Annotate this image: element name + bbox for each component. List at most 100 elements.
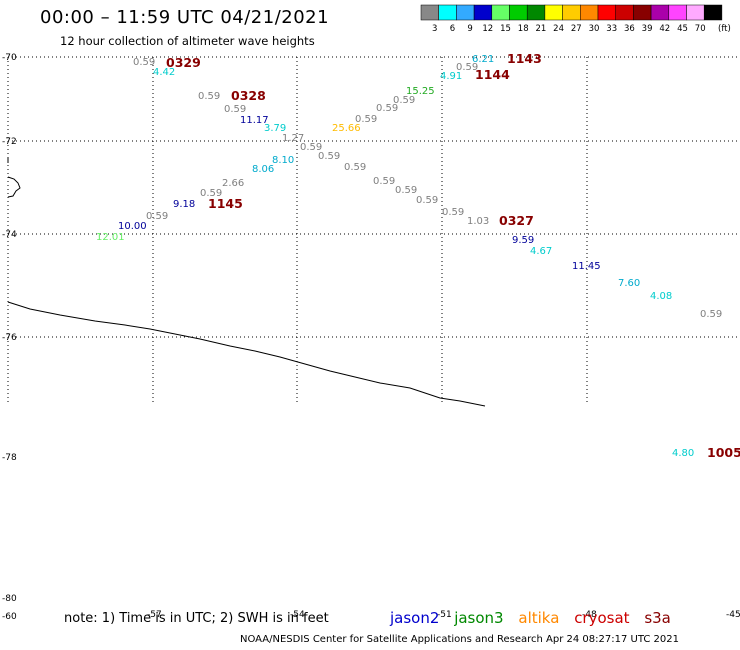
scale-swatch: [615, 4, 634, 21]
wave-height-label: 1.03: [467, 216, 489, 227]
pass-time-label: 0329: [166, 55, 201, 70]
wave-height-label: 0.59: [200, 188, 222, 199]
lat-label: -72: [2, 137, 17, 147]
scale-label: 15: [500, 24, 511, 34]
coastline-left: [7, 176, 21, 198]
scale-label: 27: [571, 24, 582, 34]
page-title: 00:00 – 11:59 UTC 04/21/2021: [40, 7, 330, 28]
wave-height-label: 0.59: [146, 211, 168, 222]
wave-height-label: 0.59: [300, 142, 322, 153]
scale-swatch: [650, 4, 670, 21]
lon-label: -48: [582, 610, 597, 620]
scale-swatch: [562, 4, 581, 21]
scale-swatch: [526, 4, 546, 21]
lat-label: -60: [2, 612, 17, 622]
lat-label: -80: [2, 594, 17, 604]
wave-height-label: 0.59: [395, 185, 417, 196]
wave-height-label: 0.59: [700, 309, 722, 320]
scale-label: 42: [659, 24, 670, 34]
lon-label: -57: [147, 610, 162, 620]
scale-swatch: [544, 4, 563, 21]
page-subtitle: 12 hour collection of altimeter wave hei…: [60, 34, 315, 48]
wave-height-label: 0.59: [344, 162, 366, 173]
scale-swatch: [473, 4, 493, 21]
wave-height-label: 25.66: [332, 123, 361, 134]
wave-height-label: 1.27: [282, 133, 304, 144]
wave-height-label: 0.59: [318, 151, 340, 162]
wave-height-label: 0.59: [373, 176, 395, 187]
scale-swatch: [420, 4, 439, 21]
wave-height-label: 0.59: [393, 95, 415, 106]
scale-swatch: [597, 4, 616, 21]
scale-swatch: [456, 4, 475, 21]
scale-label: 6: [450, 24, 455, 34]
wave-height-label: 9.59: [512, 235, 534, 246]
pass-time-label: 0327: [499, 213, 534, 228]
lon-label: -54: [290, 610, 305, 620]
satellite-jason2: jason2: [390, 609, 440, 627]
scale-swatch: [509, 4, 528, 21]
scale-swatch: [703, 4, 723, 21]
wave-height-label: 0.59: [456, 62, 478, 73]
wave-height-label: 4.42: [153, 67, 175, 78]
scale-label: 24: [553, 24, 564, 34]
lon-label: -45: [726, 610, 740, 620]
wave-height-label: 3.79: [264, 123, 286, 134]
wave-height-label: 0.59: [224, 104, 246, 115]
satellite-s3a: s3a: [644, 609, 671, 627]
wave-height-label: 4.08: [650, 291, 672, 302]
wave-height-label: 12.01: [96, 232, 125, 243]
wave-height-label: 11.17: [240, 115, 269, 126]
scale-label: 3: [432, 24, 437, 34]
scale-label: 36: [624, 24, 635, 34]
lat-labels: -70 -72 -74 -76 -78 -80 -60: [2, 53, 17, 622]
lat-label: -70: [2, 53, 17, 63]
scale-label: 30: [589, 24, 600, 34]
wave-height-label: 0.59: [442, 207, 464, 218]
wave-height-label: 8.06: [252, 164, 274, 175]
wave-height-label: 0.59: [133, 57, 155, 68]
wave-height-label: 7.60: [618, 278, 640, 289]
scale-swatch: [633, 4, 652, 21]
pass-time-label: 1144: [475, 67, 510, 82]
pass-time-label: 1005: [707, 445, 740, 460]
scale-label: 21: [535, 24, 546, 34]
satellite-legend: jason2 jason3 altika cryosat s3a: [390, 609, 681, 627]
wave-height-label: 0.59: [416, 195, 438, 206]
satellite-jason3: jason3: [454, 609, 504, 627]
scale-label: 12: [482, 24, 493, 34]
scale-label: 33: [606, 24, 617, 34]
lat-label: -74: [2, 230, 17, 240]
lon-labels: -57 -54 -51 -48 -45: [147, 610, 740, 620]
pass-time-label: 1145: [208, 196, 243, 211]
footer-note: note: 1) Time is in UTC; 2) SWH is in fe…: [64, 611, 329, 626]
scale-swatch: [438, 4, 457, 21]
wave-height-label: 4.67: [530, 246, 552, 257]
wave-height-label: 11.45: [572, 261, 601, 272]
wave-height-label: 10.00: [118, 221, 147, 232]
ice-shelf-line: [7, 301, 486, 407]
wave-height-label: 0.59: [198, 91, 220, 102]
lat-label: -78: [2, 453, 17, 463]
wave-height-label: 4.80: [672, 448, 694, 459]
pass-time-label: 0328: [231, 88, 266, 103]
satellite-altika: altika: [518, 609, 560, 627]
satellite-cryosat: cryosat: [574, 609, 630, 627]
wave-height-color-scale: 3 6 9 12 15 18 21 24 27 30 33 36 39 42 45 70 (ft): [420, 4, 731, 34]
lon-label: -51: [437, 610, 452, 620]
wave-height-label: 9.18: [173, 199, 195, 210]
scale-swatch: [668, 4, 687, 21]
wave-height-label: 0.59: [355, 114, 377, 125]
wave-height-label: 6.21: [472, 54, 494, 65]
scale-label: 9: [467, 24, 472, 34]
scale-unit: (ft): [718, 24, 731, 34]
wave-height-label: 15.25: [406, 86, 435, 97]
scale-swatch: [491, 4, 510, 21]
wave-height-label: 0.59: [376, 103, 398, 114]
pass-time-label: 1143: [507, 51, 542, 66]
wave-height-label: 2.66: [222, 178, 244, 189]
wave-height-label: 8.10: [272, 155, 294, 166]
scale-label: 39: [642, 24, 653, 34]
